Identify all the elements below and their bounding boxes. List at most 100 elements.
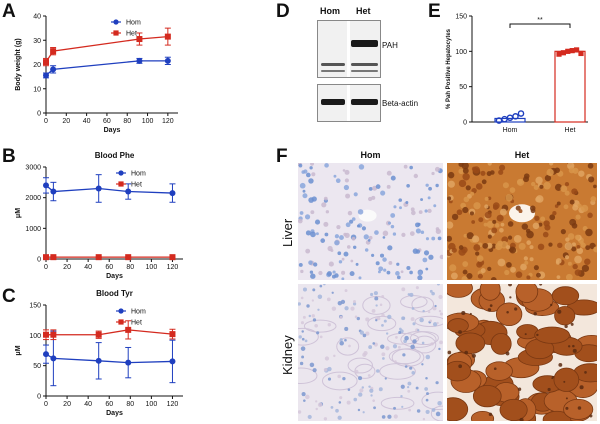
tis-liver-het-cell	[480, 268, 486, 274]
tis-liver-het-cell	[557, 242, 563, 249]
tis-kidney-hom-cell	[370, 394, 373, 397]
tis-liver-hom-cell	[299, 211, 304, 215]
tis-liver-het-cell	[490, 277, 497, 280]
tis-liver-het-vessel	[509, 204, 535, 223]
chart-b-point-hom	[95, 185, 102, 192]
tis-liver-hom-cell	[357, 209, 364, 215]
chart-b-point-hom	[169, 190, 176, 197]
chart-c-x-tick-label: 40	[84, 401, 92, 408]
tis-kidney-het-cell	[469, 312, 472, 316]
tis-kidney-hom-cell	[308, 314, 312, 318]
tis-liver-het-cell	[481, 179, 487, 185]
tis-liver-het-cell	[462, 269, 468, 275]
chart-c-x-tick-label: 120	[167, 401, 179, 408]
tis-kidney-hom-tubule	[362, 295, 391, 315]
chart-b-point-hom	[43, 182, 49, 189]
tis-kidney-hom-cell	[439, 340, 443, 345]
chart-c-point-hom	[125, 359, 132, 366]
tis-liver-hom-cell	[334, 240, 340, 246]
tis-liver-hom-cell	[326, 271, 332, 277]
tis-liver-hom-cell	[355, 262, 359, 266]
tis-kidney-hom-tubule	[380, 396, 415, 410]
tis-kidney-hom-cell	[357, 408, 361, 412]
tis-liver-het-cell	[518, 242, 526, 250]
tis-liver-het-cell	[587, 212, 593, 218]
tis-kidney-hom-cell	[438, 347, 441, 351]
tis-kidney-hom-cell	[397, 345, 401, 349]
chart-a-x-tick-label: 40	[83, 118, 91, 125]
tis-kidney-hom-cell	[398, 331, 402, 334]
tis-liver-het-cell	[569, 199, 575, 205]
tis-kidney-hom-cell	[373, 291, 378, 296]
chart-b-x-tick-label: 0	[44, 264, 48, 271]
chart-c-y-tick-label: 100	[29, 333, 41, 340]
tis-kidney-hom-cell	[428, 310, 431, 314]
tis-liver-het-cell	[449, 264, 457, 272]
tis-liver-hom-cell	[308, 260, 313, 265]
tis-kidney-hom-cell	[375, 304, 378, 307]
chart-a-legend-marker-het	[113, 30, 119, 36]
tis-kidney-het-cell	[536, 333, 539, 337]
tis-liver-het-cell	[465, 185, 471, 191]
chart-a-x-tick-label: 20	[62, 118, 70, 125]
tis-kidney-hom-cell	[404, 365, 408, 368]
tis-kidney-hom-cell	[408, 408, 412, 412]
tis-kidney-hom-cell	[337, 300, 343, 306]
chart-a-y-label: Body weight (g)	[15, 38, 22, 91]
tis-liver-hom-cell	[341, 277, 345, 280]
tis-kidney-hom-cell	[316, 331, 320, 335]
tis-liver-hom-cell	[306, 172, 311, 178]
tis-kidney-het-cell	[572, 348, 577, 353]
tis-kidney-hom-tubule	[421, 391, 443, 410]
tis-kidney-hom-cell	[311, 299, 314, 302]
tis-kidney-hom-cell	[337, 415, 342, 420]
tis-liver-het-cell	[447, 235, 453, 242]
tis-liver-hom-cell	[336, 224, 341, 230]
tis-liver-hom-cell	[300, 269, 304, 274]
tis-liver-het-cell	[470, 191, 475, 196]
chart-c-point-het	[169, 331, 176, 338]
chart-c-x-tick-label: 0	[44, 401, 48, 408]
tis-kidney-hom-tubule	[409, 331, 439, 346]
tis-kidney-het-cell	[584, 371, 587, 374]
tis-liver-het-cell	[548, 242, 553, 247]
tis-liver-het-cell	[544, 224, 551, 231]
tis-liver-hom-cell	[379, 253, 385, 258]
tis-liver-hom-cell	[439, 254, 443, 260]
tis-liver-het-cell	[577, 203, 582, 209]
tis-liver-het-cell	[460, 202, 466, 209]
tis-kidney-hom-cell	[317, 402, 323, 408]
tis-liver-hom-cell	[338, 260, 343, 264]
tis-liver-hom-cell	[298, 163, 303, 168]
tis-liver-het-cell	[538, 222, 543, 227]
tis-liver-hom-cell	[311, 172, 316, 177]
tis-liver-het-cell	[505, 194, 513, 202]
chart-c-y-label: μM	[15, 345, 22, 355]
tis-kidney-het-tubule	[485, 361, 513, 381]
chart-b-x-tick-label: 20	[63, 264, 71, 271]
tis-liver-hom-cell	[392, 232, 397, 236]
tis-kidney-hom-cell	[327, 323, 331, 327]
tis-liver-het-cell	[542, 231, 549, 238]
chart-c-blood-tyr: 0 50 100 150 0 20 40 60 80 100 120 Days μM Blood Tyr H…	[15, 289, 183, 417]
tis-liver-het-cell	[456, 209, 463, 216]
tis-kidney-hom-cell	[327, 377, 332, 381]
blot-band-actin-hom	[321, 99, 345, 105]
tis-liver-hom-cell	[417, 270, 423, 276]
chart-e-point-hom	[506, 114, 514, 122]
tis-kidney-hom-cell	[300, 296, 304, 300]
tis-kidney-hom-cell	[381, 352, 386, 357]
tis-kidney-het-tubule	[472, 384, 502, 408]
tis-liver-het-cell	[578, 170, 585, 177]
tis-kidney-hom-cell	[354, 369, 359, 374]
tis-kidney-hom-cell	[304, 339, 308, 343]
chart-e-bar-het	[554, 50, 586, 123]
tis-liver-hom-cell	[387, 245, 393, 251]
chart-c-point-hom	[169, 358, 176, 365]
tis-liver-hom-cell	[308, 178, 314, 184]
tis-kidney-hom-cell	[300, 346, 306, 351]
tis-liver-hom-cell	[341, 270, 346, 275]
tis-liver-hom-cell	[341, 257, 345, 261]
tis-liver-het-cell	[491, 243, 497, 249]
tis-kidney-hom-cell	[387, 314, 392, 320]
